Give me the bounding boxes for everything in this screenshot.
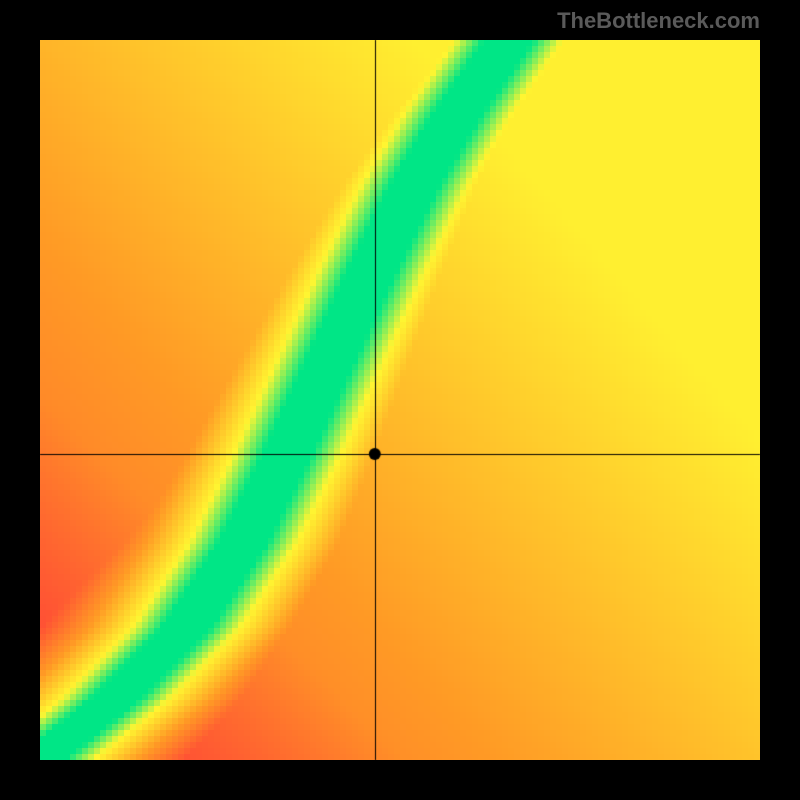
watermark-text: TheBottleneck.com <box>557 8 760 34</box>
chart-stage: TheBottleneck.com <box>0 0 800 800</box>
overlay-canvas <box>0 0 800 800</box>
